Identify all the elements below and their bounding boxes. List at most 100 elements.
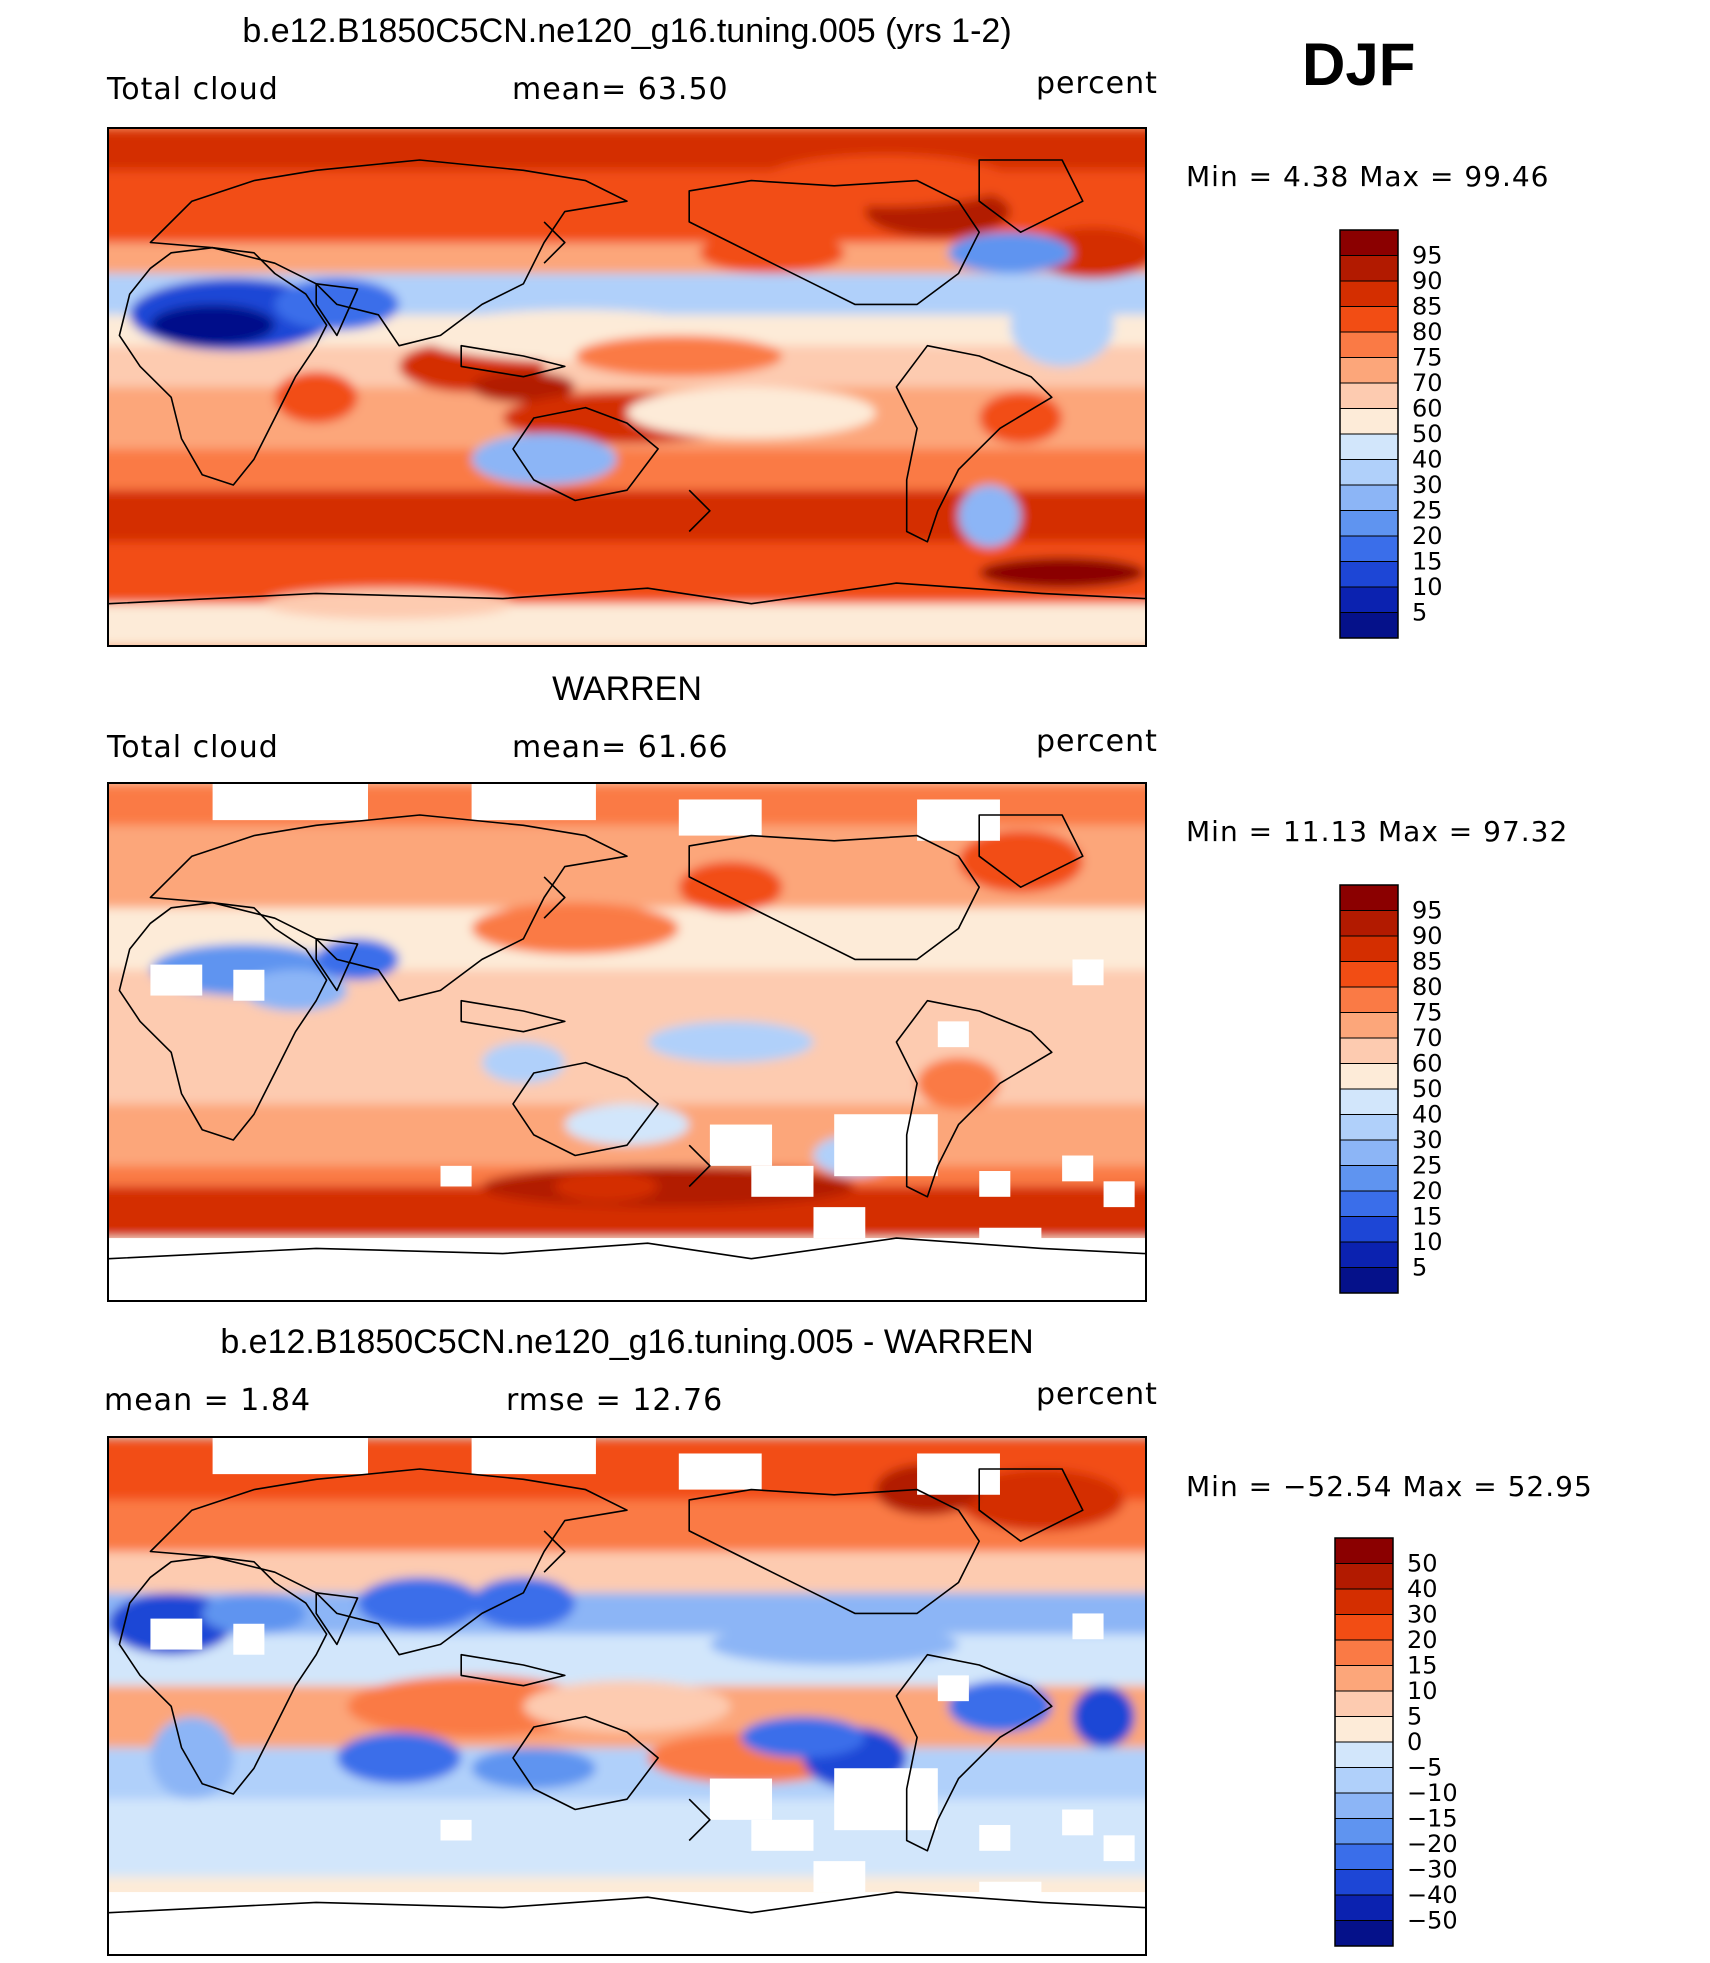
panel1-variable-label: Total cloud xyxy=(107,72,279,107)
colorbar-swatch xyxy=(1334,1614,1394,1641)
panel1-colorbar: 95 90 85 80 75 70 60 50 40 30 25 20 15 10 5 xyxy=(1330,228,1530,647)
colorbar-label: 75 xyxy=(1412,999,1443,1027)
colorbar-swatch xyxy=(1339,382,1399,409)
missing-data-region xyxy=(1072,959,1104,986)
colorbar-label: 95 xyxy=(1412,897,1443,925)
colorbar-swatch xyxy=(1339,884,1399,911)
colorbar-swatch xyxy=(1334,1639,1394,1666)
coastline xyxy=(109,582,1145,605)
coastline xyxy=(118,1555,328,1795)
colorbar-swatch xyxy=(1339,1088,1399,1115)
colorbar-label: 5 xyxy=(1412,599,1427,627)
missing-data-region xyxy=(813,1207,866,1239)
colorbar-label: 25 xyxy=(1412,1152,1443,1180)
missing-data-region xyxy=(751,1819,814,1851)
colorbar-swatch xyxy=(1339,1190,1399,1217)
colorbar-swatch xyxy=(1339,433,1399,460)
colorbar-swatch xyxy=(1339,1139,1399,1166)
colorbar-label: 40 xyxy=(1412,446,1443,474)
colorbar-label: 5 xyxy=(1407,1703,1422,1731)
colorbar-swatch xyxy=(1334,1869,1394,1896)
colorbar-swatch xyxy=(1334,1920,1394,1947)
coastline xyxy=(149,814,628,1002)
colorbar-swatch xyxy=(1339,1165,1399,1192)
colorbar-label: −15 xyxy=(1407,1805,1458,1833)
panel1-units-label: percent xyxy=(1036,66,1158,101)
field-region xyxy=(917,1057,1000,1110)
field-region xyxy=(202,1592,306,1635)
colorbar-swatch xyxy=(1339,612,1399,639)
field-region xyxy=(1010,283,1114,367)
colorbar-label: 15 xyxy=(1412,548,1443,576)
colorbar-swatch xyxy=(1339,306,1399,333)
colorbar-label: 30 xyxy=(1412,1126,1443,1154)
coastline xyxy=(895,1653,1053,1852)
field-region xyxy=(150,1716,234,1800)
field-band xyxy=(109,448,1145,492)
colorbar-swatch xyxy=(1339,910,1399,937)
colorbar-label: 85 xyxy=(1412,948,1443,976)
field-region xyxy=(958,830,1083,893)
colorbar-label: 0 xyxy=(1407,1728,1422,1756)
missing-data-region xyxy=(813,1861,866,1893)
colorbar-label: −20 xyxy=(1407,1830,1458,1858)
missing-data-region xyxy=(979,1825,1011,1851)
panel2-mean-label: mean= 61.66 xyxy=(512,730,729,765)
missing-data-region xyxy=(212,1438,368,1475)
field-region xyxy=(678,861,783,913)
field-region xyxy=(471,433,617,486)
missing-data-region xyxy=(471,1438,596,1475)
coastline xyxy=(688,834,980,961)
colorbar-swatch xyxy=(1339,484,1399,511)
field-region xyxy=(958,485,1021,547)
colorbar-swatch xyxy=(1339,586,1399,613)
panel1-mean-label: mean= 63.50 xyxy=(512,72,729,107)
field-region xyxy=(564,1103,690,1146)
colorbar-swatch xyxy=(1339,1012,1399,1039)
panel2-variable-label: Total cloud xyxy=(107,730,279,765)
colorbar-swatch xyxy=(1334,1537,1394,1564)
coastline xyxy=(315,283,359,337)
missing-data-region xyxy=(440,1165,472,1187)
colorbar-swatch xyxy=(1339,255,1399,282)
colorbar-swatch xyxy=(1339,357,1399,384)
missing-data-region xyxy=(150,1618,203,1650)
field-region xyxy=(948,1680,1052,1733)
field-region xyxy=(150,304,275,346)
colorbar-swatch xyxy=(1334,1588,1394,1615)
missing-data-region xyxy=(109,1892,1145,1954)
panel1-title: b.e12.B1850C5CN.ne120_g16.tuning.005 (yr… xyxy=(242,12,1012,50)
missing-data-region xyxy=(471,784,596,821)
coastline xyxy=(118,246,328,486)
field-region xyxy=(336,1732,462,1784)
coastline xyxy=(460,999,566,1033)
missing-data-region xyxy=(150,964,203,996)
colorbar-swatch xyxy=(1339,1216,1399,1243)
panel3-units-label: percent xyxy=(1036,1377,1158,1412)
coastline xyxy=(149,1468,628,1656)
colorbar-label: 50 xyxy=(1412,1075,1443,1103)
coastline xyxy=(688,1144,711,1188)
colorbar-label: 15 xyxy=(1412,1203,1443,1231)
coastline xyxy=(149,159,628,347)
colorbar-label: 70 xyxy=(1412,1024,1443,1052)
field-region xyxy=(761,154,1011,207)
colorbar-swatch xyxy=(1339,510,1399,537)
coastline xyxy=(543,876,566,919)
colorbar-label: 85 xyxy=(1412,293,1443,321)
colorbar-swatch xyxy=(1334,1563,1394,1590)
field-region xyxy=(471,1747,596,1789)
missing-data-region xyxy=(1103,1835,1135,1862)
missing-data-region xyxy=(678,1453,762,1490)
field-region xyxy=(979,392,1063,444)
colorbar-swatch xyxy=(1339,1037,1399,1064)
colorbar-label: −50 xyxy=(1407,1907,1458,1935)
colorbar-label: 20 xyxy=(1412,1177,1443,1205)
colorbar-label: 10 xyxy=(1412,1228,1443,1256)
field-region xyxy=(471,1577,576,1629)
colorbar-swatch xyxy=(1339,459,1399,486)
colorbar-label: 25 xyxy=(1412,497,1443,525)
colorbar-swatch xyxy=(1339,935,1399,962)
field-region xyxy=(699,232,845,274)
colorbar-swatch xyxy=(1334,1690,1394,1717)
